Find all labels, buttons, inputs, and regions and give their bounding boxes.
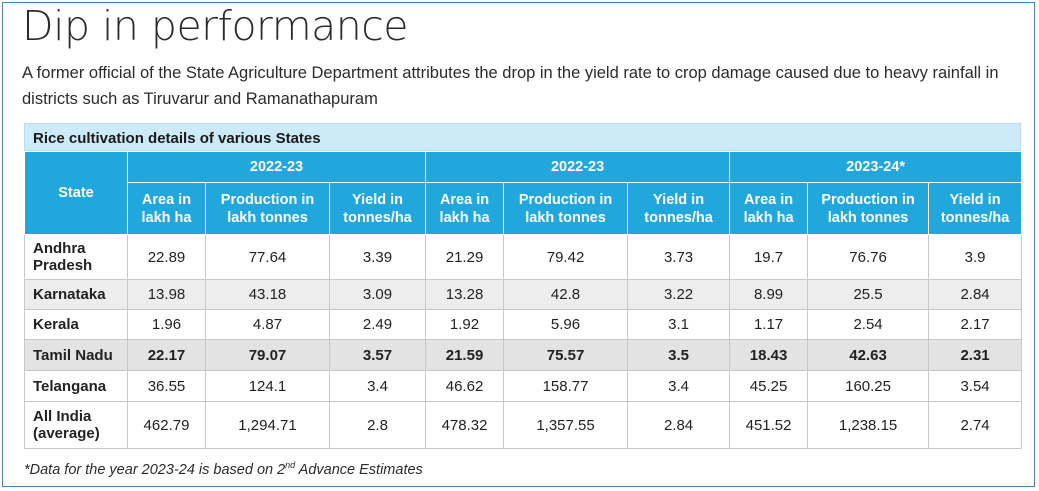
state-name: Tamil Nadu [24,339,128,371]
table-cell: 3.73 [627,234,731,280]
table-cell: 21.59 [425,339,505,371]
table-cell: 18.43 [729,339,809,371]
state-name: All India (average) [24,401,128,449]
table-cell: 3.1 [627,309,731,340]
table-cell: 4.87 [205,309,330,340]
table-cell: 46.62 [425,370,505,402]
table-cell: 76.76 [807,234,930,280]
table-cell: 25.5 [807,279,930,310]
group-header-3: 2023-24* [729,151,1023,183]
table-cell: 79.07 [205,339,330,371]
table-cell: 3.57 [328,339,427,371]
table-cell: 75.57 [503,339,629,371]
footnote-text-end: Advance Estimates [295,461,423,478]
table-cell: 2.54 [807,309,930,340]
table-cell: 2.84 [627,401,731,449]
table-cell: 3.9 [928,234,1023,280]
state-name: Andhra Pradesh [24,234,128,280]
table-cell: 3.4 [328,370,427,402]
table-container: Rice cultivation details of various Stat… [24,123,1023,449]
table-cell: 42.63 [807,339,930,371]
footnote-text: *Data for the year 2023-24 is based on 2 [24,461,286,478]
table-cell: 3.4 [627,370,731,402]
table-cell: 1,238.15 [807,401,930,449]
group-header-2: 2022-23 [425,151,731,183]
table-cell: 21.29 [425,234,505,280]
table-row: Telangana 36.55 124.1 3.4 46.62 158.77 3… [24,370,1023,402]
yield-header: Yield in tonnes/ha [928,182,1023,235]
table-cell: 478.32 [425,401,505,449]
table-cell: 13.28 [425,279,505,310]
group-header-1: 2022-23 [126,151,427,183]
table-cell: 22.89 [127,234,206,280]
table-row: Andhra Pradesh 22.89 77.64 3.39 21.29 79… [24,234,1023,280]
table-row: Karnataka 13.98 43.18 3.09 13.28 42.8 3.… [24,279,1023,310]
table-cell: 2.84 [928,279,1023,310]
production-header: Production in lakh tonnes [205,182,330,235]
table-cell: 1.92 [425,309,505,340]
table-cell: 19.7 [729,234,809,280]
table-cell: 451.52 [729,401,809,449]
table-cell: 45.25 [729,370,809,402]
area-header: Area in lakh ha [127,182,206,235]
table-cell: 2.17 [928,309,1023,340]
table-cell: 2.49 [328,309,427,340]
rice-cultivation-table: State 2022-23 2022-23 2023-24* Area in l… [24,151,1023,449]
table-cell: 3.22 [627,279,731,310]
table-cell: 13.98 [127,279,206,310]
table-cell: 77.64 [205,234,330,280]
table-cell: 42.8 [503,279,629,310]
table-cell: 79.42 [503,234,629,280]
table-cell: 43.18 [205,279,330,310]
table-cell: 124.1 [205,370,330,402]
table-cell: 2.74 [928,401,1023,449]
footnote: *Data for the year 2023-24 is based on 2… [24,460,423,478]
state-name: Karnataka [24,279,128,310]
table-cell: 158.77 [503,370,629,402]
area-header: Area in lakh ha [729,182,809,235]
table-cell: 5.96 [503,309,629,340]
state-name: Telangana [24,370,128,402]
table-cell: 3.54 [928,370,1023,402]
area-header: Area in lakh ha [425,182,505,235]
table-cell: 462.79 [127,401,206,449]
production-header: Production in lakh tonnes [503,182,629,235]
table-row: Kerala 1.96 4.87 2.49 1.92 5.96 3.1 1.17… [24,309,1023,340]
yield-header: Yield in tonnes/ha [627,182,731,235]
table-cell: 8.99 [729,279,809,310]
page-title: Dip in performance [22,2,409,50]
table-cell: 1,357.55 [503,401,629,449]
table-caption: Rice cultivation details of various Stat… [24,123,1021,151]
table-cell: 3.39 [328,234,427,280]
table-cell: 3.5 [627,339,731,371]
table-row: All India (average) 462.79 1,294.71 2.8 … [24,401,1023,449]
page-subtitle: A former official of the State Agricultu… [22,64,999,108]
table-cell: 36.55 [127,370,206,402]
table-cell: 1.96 [127,309,206,340]
table-cell: 160.25 [807,370,930,402]
production-header: Production in lakh tonnes [807,182,930,235]
table-cell: 1,294.71 [205,401,330,449]
state-name: Kerala [24,309,128,340]
table-row-highlighted: Tamil Nadu 22.17 79.07 3.57 21.59 75.57 … [24,339,1023,371]
state-header: State [24,151,128,235]
table-cell: 2.8 [328,401,427,449]
yield-header: Yield in tonnes/ha [328,182,427,235]
table-cell: 2.31 [928,339,1023,371]
table-cell: 3.09 [328,279,427,310]
footnote-superscript: nd [285,460,296,470]
table-cell: 22.17 [127,339,206,371]
table-cell: 1.17 [729,309,809,340]
